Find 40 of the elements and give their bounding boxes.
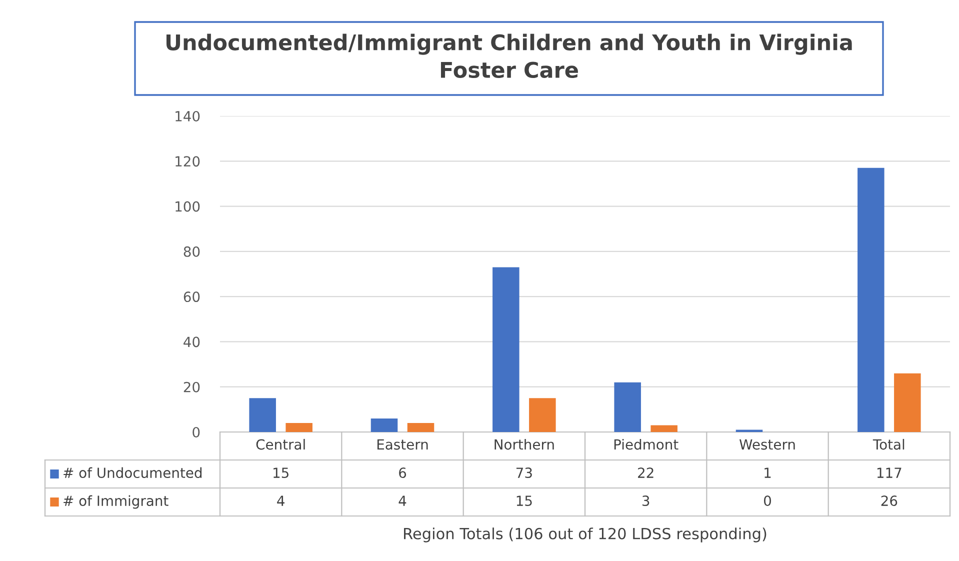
x-tick-label: Western xyxy=(739,439,795,450)
data-label: 15 xyxy=(274,468,288,478)
text: Region Totals (106 out of 120 LDSS responding) xyxy=(404,528,766,542)
y-tick-label: 80 xyxy=(184,246,200,257)
data-label: 0 xyxy=(764,496,771,506)
y-tick-label: 40 xyxy=(184,336,200,348)
x-tick-label: Northern xyxy=(494,438,554,450)
bar xyxy=(370,418,398,432)
y-tick-label: 140 xyxy=(176,110,200,122)
legend-label: # of Immigrant xyxy=(64,495,168,509)
data-label: 4 xyxy=(277,496,284,506)
bar xyxy=(614,382,641,432)
bar xyxy=(286,422,312,432)
y-tick-label: 0 xyxy=(192,426,200,438)
data-label: 6 xyxy=(399,468,406,478)
bar xyxy=(858,168,884,432)
y-tick-label: 20 xyxy=(184,382,200,392)
data-label: 22 xyxy=(638,468,654,478)
bar xyxy=(894,373,921,432)
x-tick-label: Central xyxy=(256,438,305,450)
data-label: 4 xyxy=(398,496,406,506)
data-label: 1 xyxy=(764,468,771,478)
bar xyxy=(407,422,434,432)
bar xyxy=(492,267,520,432)
bar xyxy=(529,398,556,432)
data-label: 3 xyxy=(642,496,650,506)
bar xyxy=(249,398,276,432)
bar xyxy=(650,425,678,432)
x-tick-label: Total xyxy=(872,438,904,450)
data-label: 73 xyxy=(516,468,532,478)
x-tick-label: Piedmont xyxy=(614,438,678,450)
data-label: 117 xyxy=(877,468,902,478)
data-label: 15 xyxy=(516,496,532,506)
y-tick-label: 60 xyxy=(184,292,200,302)
y-tick-label: 120 xyxy=(176,156,200,167)
legend-label: # of Undocumented xyxy=(64,467,202,478)
chart-title: Undocumented/Immigrant Children and Youth in Virginia Foster Care xyxy=(166,34,852,78)
x-tick-label: Eastern xyxy=(377,439,428,450)
data-label: 26 xyxy=(881,496,898,506)
y-tick-label: 100 xyxy=(176,201,200,212)
